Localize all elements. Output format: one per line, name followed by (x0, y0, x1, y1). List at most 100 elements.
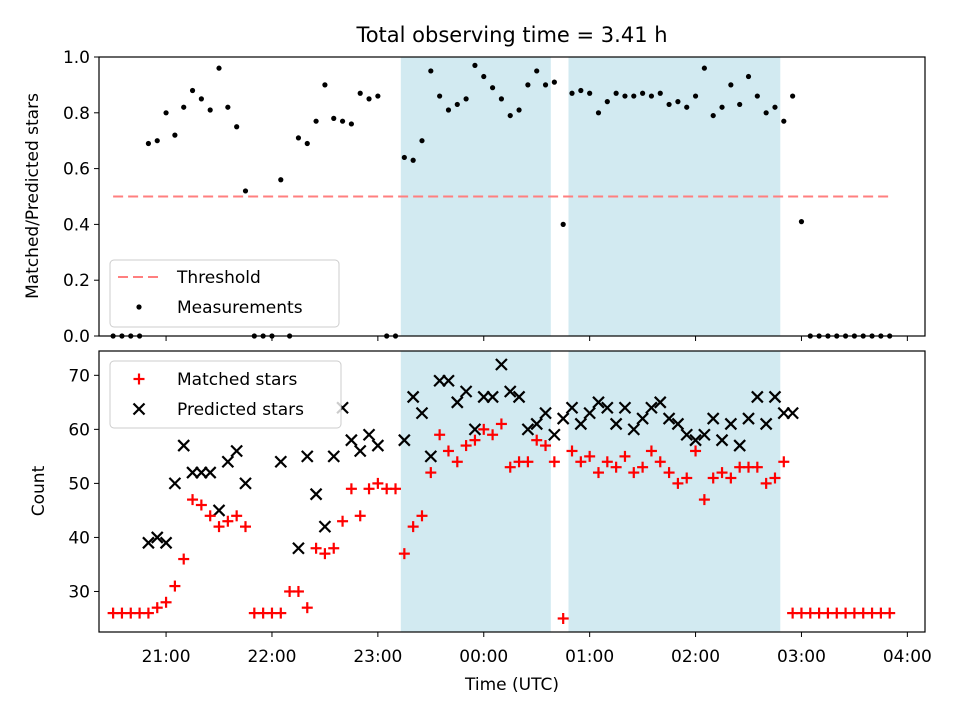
measurement-point (692, 93, 699, 99)
measurements-legend-marker (136, 304, 142, 310)
matched-point (239, 521, 251, 533)
x-tick-label: 01:00 (565, 647, 614, 667)
matched-point (151, 602, 163, 614)
ratio-ylabel: Matched/Predicted stars (23, 93, 43, 299)
matched-point (557, 612, 569, 624)
measurement-point (437, 93, 443, 99)
matched-point (231, 510, 243, 522)
measurement-point (754, 93, 760, 99)
predicted-point (680, 428, 694, 442)
measurement-point (419, 138, 425, 144)
matched-point (275, 607, 287, 619)
matched-point (328, 542, 340, 554)
predicted-point (742, 412, 755, 425)
threshold-legend-label: Threshold (176, 268, 261, 288)
matched-point (663, 467, 675, 479)
matched-point (222, 515, 234, 527)
matched-point (195, 499, 207, 511)
matched-point (592, 467, 604, 479)
predicted-point (398, 433, 411, 447)
matched-point (354, 510, 366, 522)
matched-point (672, 477, 684, 489)
count-panel: 30 40 50 60 70 21:00 22:00 23:00 00:00 01:00 02:0… (29, 350, 932, 695)
matched-point (310, 542, 322, 554)
ratio-panel-frame (98, 56, 926, 337)
matched-point (425, 467, 437, 479)
predicted-point (300, 450, 314, 463)
y-tick-label: 0.2 (63, 271, 90, 291)
matched-point (698, 494, 710, 506)
predicted-point (150, 531, 164, 544)
measurement-point (348, 121, 354, 127)
measurement-point (172, 132, 178, 138)
measurement-point (666, 101, 672, 108)
matched-point (142, 607, 154, 619)
measurements-legend-label: Measurements (177, 298, 303, 318)
predicted-point (327, 450, 341, 463)
measurement-point (445, 107, 452, 113)
measurement-point (207, 107, 213, 113)
predicted-point (653, 396, 667, 409)
measurement-point (701, 65, 707, 71)
matched-point (372, 477, 384, 489)
matched-point (619, 450, 631, 462)
matched-point (531, 434, 543, 446)
predicted-point (601, 401, 614, 415)
predicted-point (592, 396, 605, 409)
measurement-point (304, 140, 310, 147)
matched-point (442, 445, 454, 457)
matched-point (337, 515, 349, 527)
matched-point (187, 494, 199, 506)
predicted-point (671, 417, 685, 431)
matched-point (301, 602, 313, 614)
matched-point (204, 510, 216, 522)
measurement-point (472, 62, 478, 68)
predicted-point (530, 417, 543, 431)
predicted-point (583, 406, 596, 420)
measurement-point (401, 154, 407, 161)
measurement-point (648, 93, 655, 99)
predicted-point (503, 385, 517, 398)
predicted-point (230, 444, 243, 458)
matched-legend-plus (133, 373, 145, 385)
predicted-point (609, 417, 623, 431)
measurement-point (516, 107, 522, 113)
predicted-point (662, 412, 676, 425)
predicted-point (548, 428, 561, 442)
x-tick-label: 21:00 (142, 647, 191, 667)
y-tick-label: 1.0 (63, 48, 90, 68)
predicted-point (451, 396, 464, 409)
measurement-point (640, 90, 646, 96)
predicted-point (521, 423, 535, 436)
predicted-legend-label: Predicted stars (177, 400, 304, 420)
measurement-point (278, 177, 284, 183)
measurement-point (463, 96, 469, 102)
predicted-legend-cross (132, 402, 146, 416)
predicted-point (415, 406, 429, 420)
measurement-point (410, 157, 416, 163)
matched-point (575, 456, 587, 468)
predicted-point (512, 390, 526, 404)
y-tick-label: 60 (68, 420, 90, 440)
measurement-point (613, 90, 619, 96)
matched-point (610, 461, 622, 473)
ratio-legend: Threshold Measurements (109, 259, 340, 328)
measurement-point (454, 101, 460, 108)
matched-point (645, 445, 657, 457)
predicted-point (724, 417, 738, 431)
predicted-point (495, 358, 508, 371)
measurement-point (339, 118, 346, 124)
matched-point (178, 553, 190, 565)
matched-point (416, 510, 428, 522)
matched-point (707, 472, 719, 484)
observing-window (568, 351, 781, 632)
measurement-point (781, 118, 787, 124)
measurement-point (242, 188, 249, 194)
predicted-point (371, 439, 385, 452)
matched-point (637, 461, 649, 473)
measurement-point (657, 90, 663, 96)
measurement-point (534, 68, 540, 74)
measurement-point (595, 110, 602, 116)
predicted-point (203, 466, 217, 479)
